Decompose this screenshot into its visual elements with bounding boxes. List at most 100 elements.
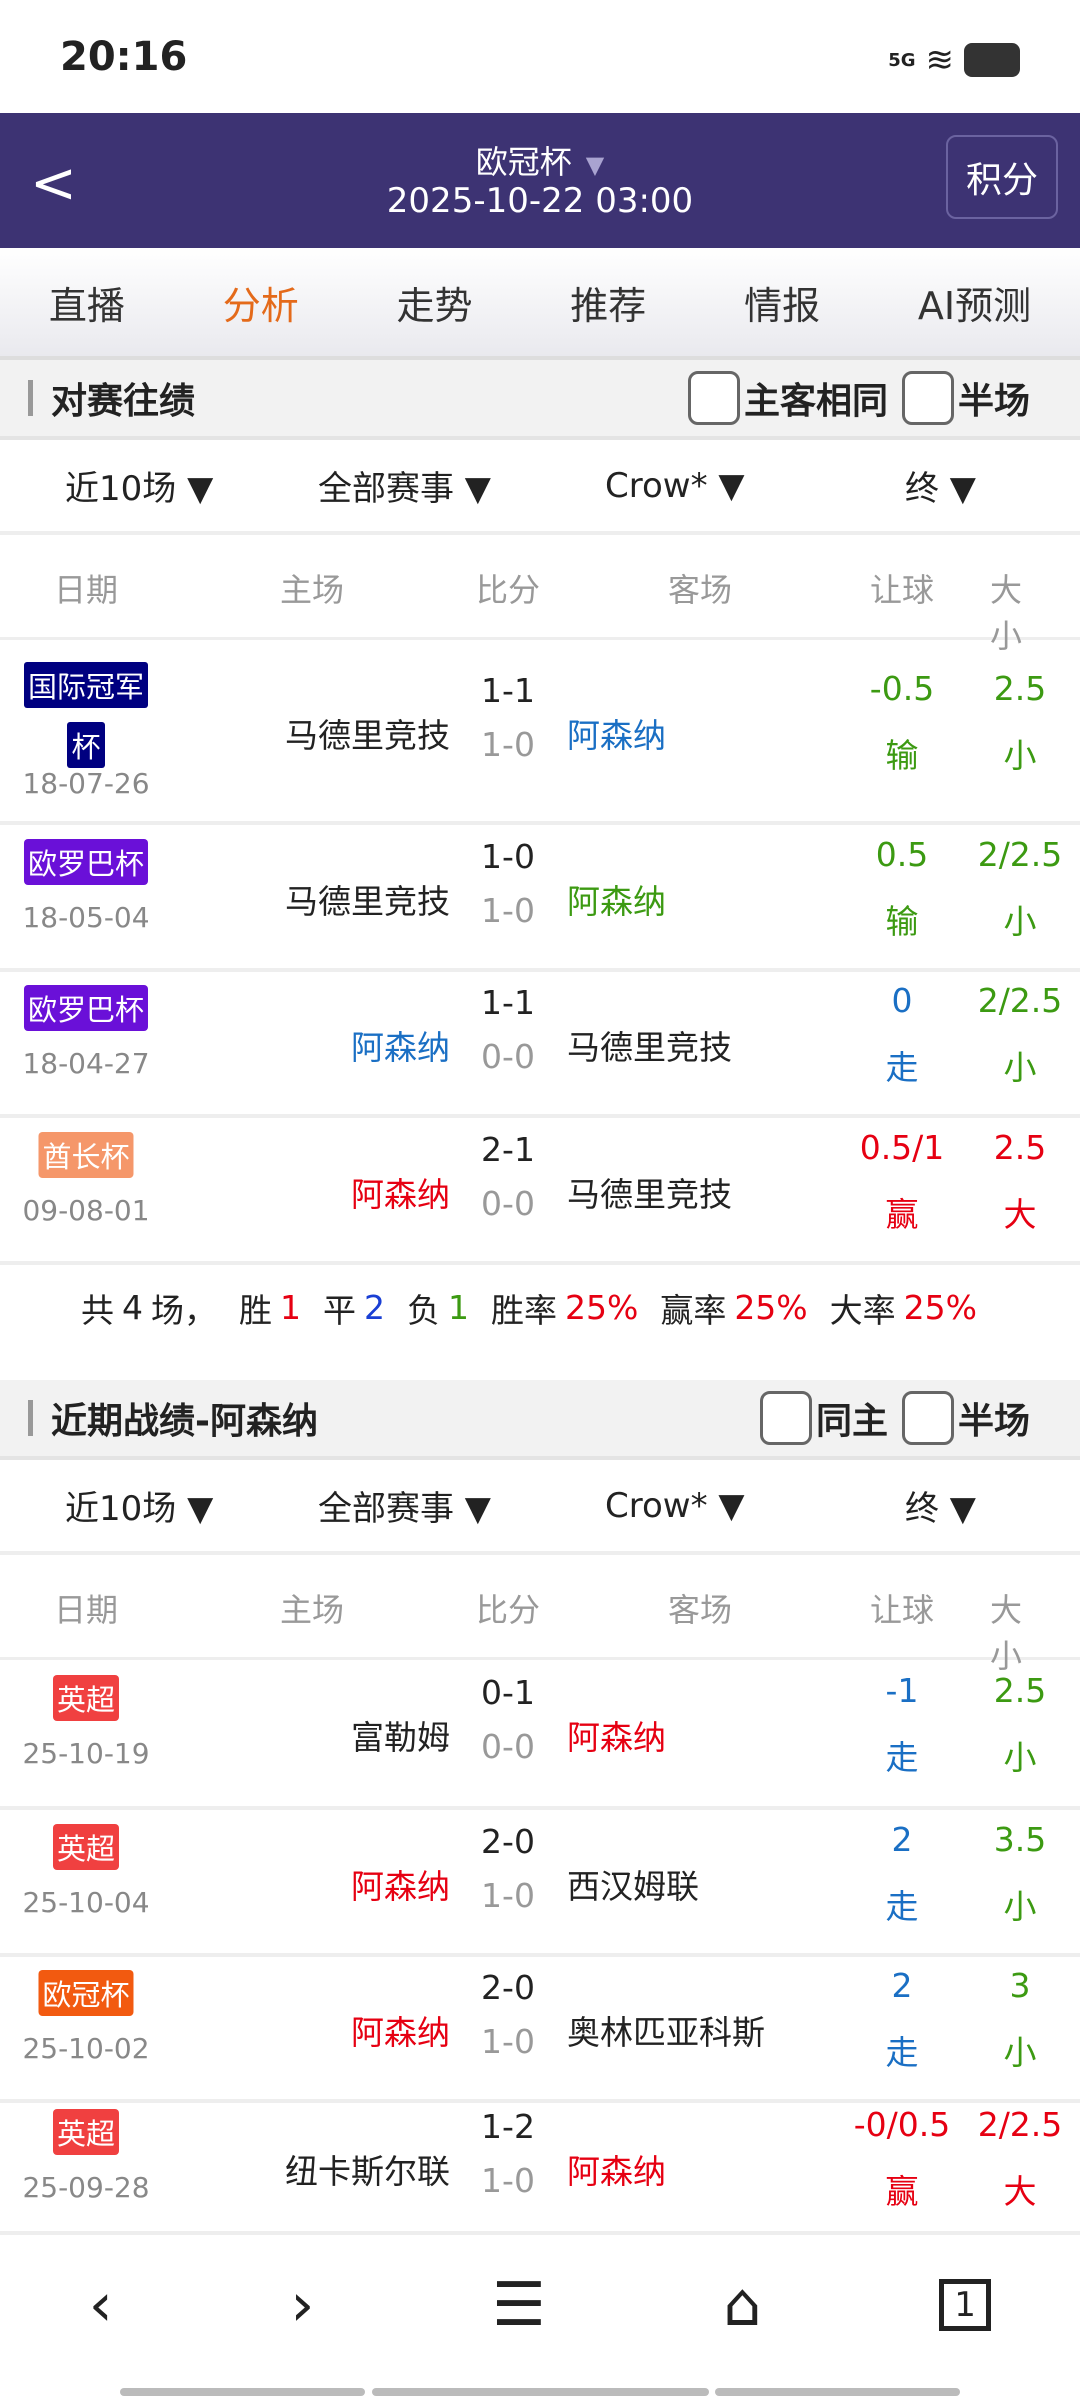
half-time-score: 0-0 [481,1183,535,1223]
home-team[interactable]: 富勒姆 [351,1718,450,1757]
home-team[interactable]: 阿森纳 [351,1174,450,1214]
dropdown-icon: ▼ [585,151,605,179]
summary-hrate: 25% [734,1288,808,1327]
home-team[interactable]: 马德里竞技 [285,715,450,755]
summary-draw-label: 平 [322,1290,356,1330]
league-badge: 英超 [52,1823,120,1870]
column-header: 主场 [279,571,345,609]
table-row[interactable]: 英超 25-10-04 阿森纳 西汉姆联 2-0 1-0 2 走 3.5 小 [0,1810,1080,1957]
clock: 20:16 [60,34,188,80]
filter-label: 全部赛事 [318,469,454,509]
filter-row: 近10场 ▼ 全部赛事 ▼ Crow* ▼ 终 ▼ [0,440,1080,535]
tab-4[interactable]: 情报 [744,283,821,328]
table-row[interactable]: 欧罗巴杯 18-04-27 阿森纳 马德里竞技 1-1 0-0 0 走 2/2.5 小 [0,972,1080,1118]
away-team[interactable]: 阿森纳 [567,881,666,921]
section-title: 对赛往绩 [51,381,196,422]
home-team[interactable]: 阿森纳 [351,1028,450,1067]
filter-dropdown[interactable]: 近10场 ▼ [65,1481,213,1530]
filter-dropdown[interactable]: 近10场 ▼ [65,461,213,510]
table-row[interactable]: 欧冠杯 25-10-02 阿森纳 奥林匹亚科斯 2-0 1-0 2 走 3 小 [0,1957,1080,2103]
home-icon[interactable]: ⌂ [723,2270,762,2340]
scrollbar[interactable] [120,2388,365,2396]
tab-2[interactable]: 走势 [396,283,473,328]
over-under-result: 小 [1003,1738,1037,1777]
over-under-result: 小 [1003,2033,1037,2072]
match-date: 09-08-01 [22,1193,150,1227]
handicap-line: -0/0.5 [853,2105,951,2144]
summary-orate-label: 大率 [829,1290,896,1330]
filter-dropdown[interactable]: 终 ▼ [905,1481,976,1530]
home-team[interactable]: 马德里竞技 [285,881,450,921]
filter-label: 终 [905,469,939,509]
home-team[interactable]: 阿森纳 [351,1866,450,1906]
checkbox-half[interactable] [901,371,954,425]
filter-label: 近10场 [65,1489,177,1529]
back-icon[interactable]: ‹ [88,2270,113,2340]
full-time-score: 1-1 [481,670,535,710]
home-team[interactable]: 纽卡斯尔联 [285,2152,450,2191]
dropdown-icon: ▼ [939,1489,976,1529]
filter-dropdown[interactable]: 全部赛事 ▼ [318,1481,491,1530]
checkbox-主客相同[interactable] [687,371,740,425]
checkbox-half[interactable] [901,1391,954,1445]
away-team[interactable]: 阿森纳 [567,2152,666,2191]
handicap-line: 2 [891,1819,913,1859]
over-under-line: 3.5 [993,1819,1047,1859]
summary-orate: 25% [903,1288,978,1327]
filter-dropdown[interactable]: Crow* ▼ [605,1486,745,1526]
tab-bar: 直播 分析 走势 推荐 情报 AI预测 [0,248,1080,360]
filter-dropdown[interactable]: 全部赛事 ▼ [318,461,491,510]
table-row[interactable]: 英超 25-09-28 纽卡斯尔联 阿森纳 1-2 1-0 -0/0.5 赢 2/2.5 大 [0,2103,1080,2235]
filter-dropdown[interactable]: 终 ▼ [905,461,976,510]
menu-icon[interactable]: ☰ [492,2270,546,2340]
away-team[interactable]: 马德里竞技 [567,1028,732,1067]
handicap-result: 走 [885,2033,919,2072]
tab-3[interactable]: 推荐 [570,283,647,328]
match-datetime: 2025-10-22 03:00 [386,181,694,221]
dropdown-icon: ▼ [176,1489,214,1529]
tab-0[interactable]: 直播 [48,283,125,328]
table-row[interactable]: 国际冠军杯 18-07-26 马德里竞技 阿森纳 1-1 1-0 -0.5 输 2.5 小 [0,640,1080,825]
table-row[interactable]: 英超 25-10-19 富勒姆 阿森纳 0-1 0-0 -1 走 2.5 小 [0,1660,1080,1810]
battery-icon [964,43,1020,77]
forward-icon[interactable]: › [290,2270,315,2340]
full-time-score: 2-1 [481,1129,535,1169]
summary-total: 4 [121,1288,143,1327]
match-date: 25-09-28 [22,2171,150,2204]
full-time-score: 2-0 [481,1968,535,2007]
handicap-line: 0.5/1 [859,1127,945,1167]
table-row[interactable]: 欧罗巴杯 18-05-04 马德里竞技 阿森纳 1-0 1-0 0.5 输 2/2.5 小 [0,825,1080,972]
handicap-line: -1 [885,1671,919,1710]
dropdown-icon: ▼ [454,1489,491,1529]
table-row[interactable]: 酋长杯 09-08-01 阿森纳 马德里竞技 2-1 0-0 0.5/1 赢 2.5 大 [0,1118,1080,1265]
match-date: 25-10-19 [22,1737,150,1770]
league-name: 欧冠杯 [475,143,572,181]
filter-dropdown[interactable]: Crow* ▼ [605,466,745,506]
standings-button[interactable]: 积分 [946,135,1058,219]
tab-1[interactable]: 分析 [222,283,299,328]
tabs-icon[interactable]: 1 [939,2279,992,2331]
tab-5[interactable]: AI预测 [917,283,1032,328]
league-badge: 酋长杯 [38,1131,134,1178]
checkbox-同主[interactable] [759,1391,812,1445]
handicap-result: 走 [885,1048,919,1087]
away-team[interactable]: 阿森纳 [567,1718,666,1757]
back-button[interactable]: < [30,151,77,216]
league-selector[interactable]: 欧冠杯 ▼ [0,137,1080,183]
column-headers: 日期 主场 比分 客场 让球 大小 [0,1555,1080,1675]
column-header: 比分 [475,571,541,609]
wifi-icon: ≋ [925,40,955,80]
column-header: 让球 [869,1591,935,1629]
scrollbar-segment [715,2388,960,2396]
summary-loss-label: 负 [406,1290,440,1330]
match-date: 18-04-27 [22,1047,150,1080]
home-team[interactable]: 阿森纳 [351,2013,450,2052]
full-time-score: 2-0 [481,1821,535,1861]
away-team[interactable]: 奥林匹亚科斯 [567,2013,765,2052]
section-header: 近期战绩-阿森纳 同主 半场 [0,1380,1080,1460]
away-team[interactable]: 阿森纳 [567,715,666,755]
away-team[interactable]: 马德里竞技 [567,1174,732,1214]
away-team[interactable]: 西汉姆联 [567,1866,699,1906]
handicap-result: 走 [885,1886,919,1926]
checkbox-label: 同主 [815,1401,888,1442]
